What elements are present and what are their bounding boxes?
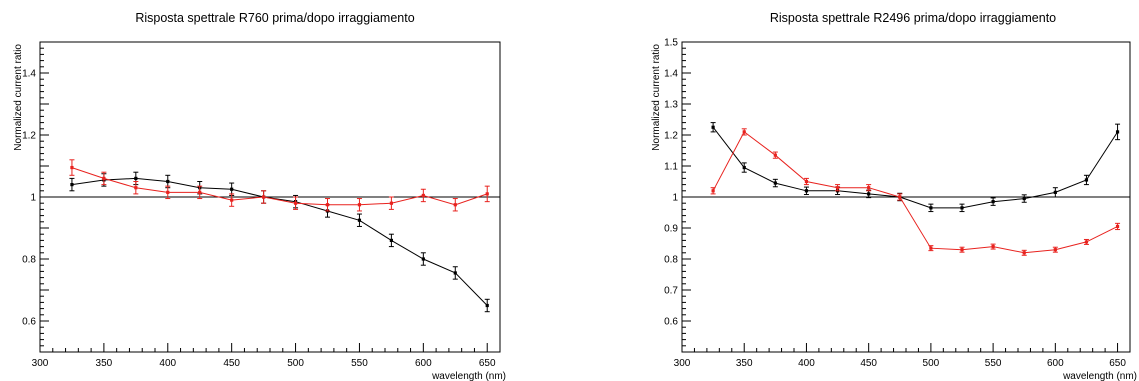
plot-area-1: 300 350 400 450 500 550 600 650 0.6 0.8 1 1.2 1.4 [22,41,501,369]
data-point [1115,130,1120,134]
chart-panel-2: Risposta spettrale R2496 prima/dopo irra… [651,11,1137,381]
plot-area-2: 300 350 400 450 500 550 600 650 0.6 0.7 0.8 0.9 1 1.1… [664,38,1131,369]
data-point [960,206,964,210]
data-point [389,238,393,242]
data-point [773,181,777,185]
x-tick-label: 300 [674,358,691,369]
data-point [230,198,234,202]
x-tick-label: 500 [923,358,940,369]
y-axis-label-2: Normalized current ratio [651,44,662,151]
data-point [867,186,871,190]
x-tick-label: 550 [351,358,368,369]
data-point [773,153,777,157]
x-axis-label-2: wavelength (nm) [1062,371,1137,381]
y-tick-label: 0.8 [22,255,36,266]
data-point [230,187,234,191]
y-tick-label: 1 [30,193,36,204]
data-point [166,190,170,194]
data-point [1053,190,1057,194]
series-line-1-1 [71,177,488,306]
data-point [70,183,74,187]
data-point [804,179,809,184]
y-tick-label: 0.8 [664,255,678,266]
y-tick-label: 1.2 [22,131,36,142]
y-tick-label: 1.3 [664,100,678,111]
data-point [102,176,106,180]
data-point [711,189,715,193]
y-tick-label: 0.7 [664,286,678,297]
data-point [357,203,362,207]
data-point [1084,240,1089,244]
data-point [134,186,138,190]
x-tick-label: 350 [736,358,753,369]
x-tick-label: 400 [798,358,815,369]
x-tick-label: 550 [985,358,1002,369]
data-point [134,176,138,180]
data-point [960,248,964,252]
y-tick-label: 1.4 [664,69,678,80]
data-point [929,246,933,250]
chart-title-1: Risposta spettrale R760 prima/dopo irrag… [135,11,414,25]
series-line-2-2 [712,131,1118,254]
x-tick-label: 300 [32,358,49,369]
x-tick-label: 450 [860,358,877,369]
data-point [421,193,425,198]
data-point [325,203,330,207]
data-point [485,303,489,308]
y-tick-label: 0.6 [664,317,678,328]
data-point [867,192,871,196]
data-point [711,125,715,129]
data-point [742,165,746,170]
x-tick-label: 650 [479,358,496,369]
data-point [835,186,840,190]
data-point [929,206,933,210]
data-point [1115,224,1120,229]
data-point [357,218,362,222]
x-tick-label: 350 [96,358,113,369]
data-point [389,201,393,205]
y-tick-label: 0.9 [664,224,678,235]
data-point [198,190,202,194]
data-point [898,195,902,199]
y-tick-label: 1.5 [664,38,678,49]
data-point [1022,251,1026,255]
data-point [453,203,457,207]
data-point [742,130,746,134]
y-tick-label: 0.6 [22,317,36,328]
data-point [293,201,298,205]
chart-title-2: Risposta spettrale R2496 prima/dopo irra… [770,11,1056,25]
x-tick-label: 400 [159,358,176,369]
y-axis-label-1: Normalized current ratio [13,44,24,151]
series-line-2-1 [712,126,1119,209]
y-tick-label: 1.1 [664,162,678,173]
x-tick-label: 500 [287,358,304,369]
data-point [485,192,489,196]
data-point [991,200,995,204]
y-tick-label: 1 [672,193,678,204]
data-point [166,179,170,184]
data-point [1084,178,1089,182]
x-tick-label: 600 [415,358,432,369]
data-point [70,165,74,170]
data-point [1053,248,1057,252]
y-tick-label: 1.2 [664,131,678,142]
data-point [991,245,995,249]
data-point [262,195,266,199]
x-tick-label: 600 [1047,358,1064,369]
chart-panel-1: Risposta spettrale R760 prima/dopo irrag… [13,11,506,381]
x-axis-label-1: wavelength (nm) [431,371,506,381]
series-line-1-2 [71,167,488,206]
data-point [421,257,425,261]
x-tick-label: 650 [1109,358,1126,369]
data-point [804,189,809,193]
x-tick-label: 450 [223,358,240,369]
data-point [1022,196,1026,201]
data-point [453,271,457,275]
y-tick-label: 1.4 [22,69,36,80]
